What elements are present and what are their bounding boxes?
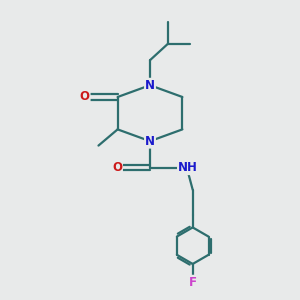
Text: NH: NH	[178, 161, 198, 174]
Text: F: F	[189, 276, 197, 289]
Text: O: O	[80, 91, 90, 103]
Text: N: N	[145, 135, 155, 148]
Text: N: N	[145, 79, 155, 92]
Text: O: O	[112, 161, 122, 174]
